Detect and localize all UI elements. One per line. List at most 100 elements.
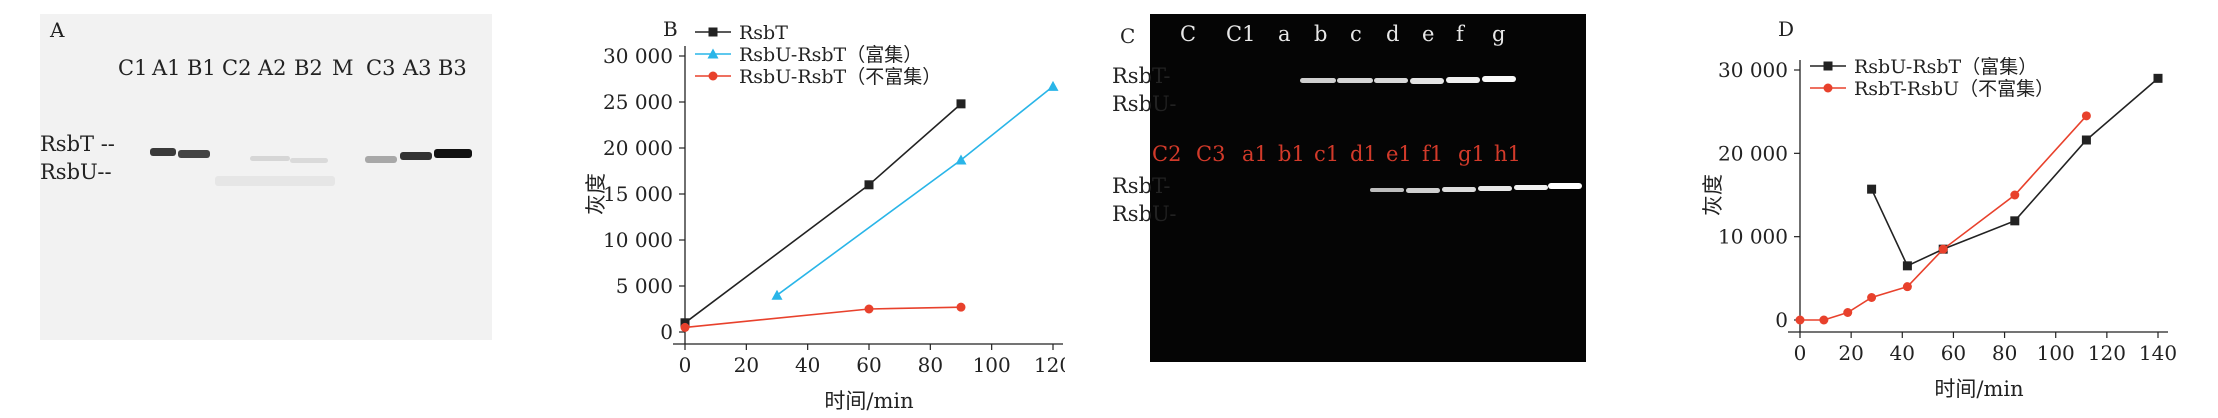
series-line [776,85,1054,296]
lane-label-red: d1 [1350,142,1377,166]
band [1374,78,1408,83]
lane-label-red: C2 [1152,142,1182,166]
data-point [2153,73,2163,83]
chart-b-ylabel: 灰度 [584,173,608,215]
legend-label: RsbT-RsbU（不富集） [1854,78,2054,100]
chart-d-axes [1788,60,2168,333]
lane-label: f [1456,22,1464,46]
lane-label: C3 [366,56,396,80]
y-tick-label: 20 000 [603,136,673,160]
chart-d-ticks: 0 20 40 60 80 100 120 140 0 10 000 20 000 30 000 [1718,58,2177,365]
x-tick-label: 100 [973,353,1011,377]
x-tick-label: 120 [2088,341,2126,365]
data-point [1795,315,1805,325]
band [1410,78,1444,84]
lane-label-red: f1 [1422,142,1444,166]
data-point [2010,216,2020,226]
legend-label: RsbU-RsbT（富集） [1854,56,2037,78]
lane-label: C2 [222,56,252,80]
band [290,158,328,163]
lane-label: b [1314,22,1328,46]
band [1370,188,1404,192]
data-point [956,302,966,312]
lane-label-red: h1 [1494,142,1521,166]
lane-label-red: C3 [1196,142,1226,166]
y-tick-label: 0 [1775,308,1788,332]
y-tick-label: 25 000 [603,90,673,114]
lane-label: g [1492,22,1506,46]
x-tick-label: 80 [918,353,943,377]
data-point [956,99,966,109]
band [1482,76,1516,82]
legend-label: RsbT [739,22,788,44]
x-tick-label: 60 [856,353,881,377]
legend-label: RsbU-RsbT（富集） [739,44,922,66]
band [1442,187,1476,192]
legend-label: RsbU-RsbT（不富集） [739,66,941,88]
lane-label: B1 [187,56,216,80]
chart-d-legend: RsbU-RsbT（富集）RsbT-RsbU（不富集） [1810,56,2054,100]
lane-label: A3 [403,56,432,80]
x-tick-label: 100 [2037,341,2075,365]
series-line [1870,77,2159,267]
x-tick-label: 0 [679,353,692,377]
band [178,150,210,158]
lane-label-red: a1 [1242,142,1268,166]
marker-rsbt: RsbT- [1112,64,1171,88]
band [250,156,290,161]
y-tick-label: 20 000 [1718,141,1788,165]
chart-d-xlabel: 时间/min [1934,377,2023,401]
band [215,176,335,186]
series-line [684,306,962,329]
lane-label: A1 [152,56,181,80]
band [400,152,432,160]
x-tick-label: 0 [1794,341,1807,365]
x-tick-label: 80 [1992,341,2017,365]
band [1478,186,1512,191]
chart-b-ticks: 0 20 40 60 80 100 120 0 5 000 10 000 15 000 20 000 2… [603,44,1065,377]
band [365,156,397,163]
data-point [864,304,874,314]
y-tick-label: 5 000 [616,274,673,298]
data-point [1819,315,1829,325]
blot-panel-c: C C1 a b c d e f g C2 C3 a1 b1 c1 d1 e1 … [1150,14,1586,362]
data-point [2081,111,2091,121]
data-point [1823,83,1833,93]
marker-rsbu: RsbU- [1112,92,1177,116]
data-point [1867,184,1877,194]
lane-label: C [1180,22,1197,46]
data-point [707,48,719,59]
y-tick-label: 15 000 [603,182,673,206]
panel-b-letter: B [663,17,678,41]
data-point [708,71,718,81]
x-tick-label: 40 [795,353,820,377]
data-point [2010,190,2020,200]
data-point [680,318,690,328]
band [1446,77,1480,83]
panel-a-letter: A [50,18,65,42]
x-tick-label: 40 [1890,341,1915,365]
panel-c-letter: C [1120,24,1136,48]
panel-d-letter: D [1778,17,1794,41]
series-line [1800,115,2087,321]
marker-rsbu: RsbU-- [40,160,112,184]
y-tick-label: 10 000 [1718,225,1788,249]
lane-label: c [1350,22,1362,46]
data-point [1047,80,1059,91]
lane-label-red: e1 [1386,142,1412,166]
y-tick-label: 10 000 [603,228,673,252]
chart-b-xlabel: 时间/min [824,389,913,413]
data-point [955,154,967,165]
chart-b-series [680,80,1059,332]
series-line [684,103,962,324]
data-point [771,289,783,300]
band [1514,185,1548,190]
marker-rsbt: RsbT -- [40,132,115,156]
y-tick-label: 30 000 [603,44,673,68]
x-tick-label: 20 [734,353,759,377]
x-tick-label: 60 [1941,341,1966,365]
lane-label-red: b1 [1278,142,1305,166]
data-point [1902,282,1912,292]
